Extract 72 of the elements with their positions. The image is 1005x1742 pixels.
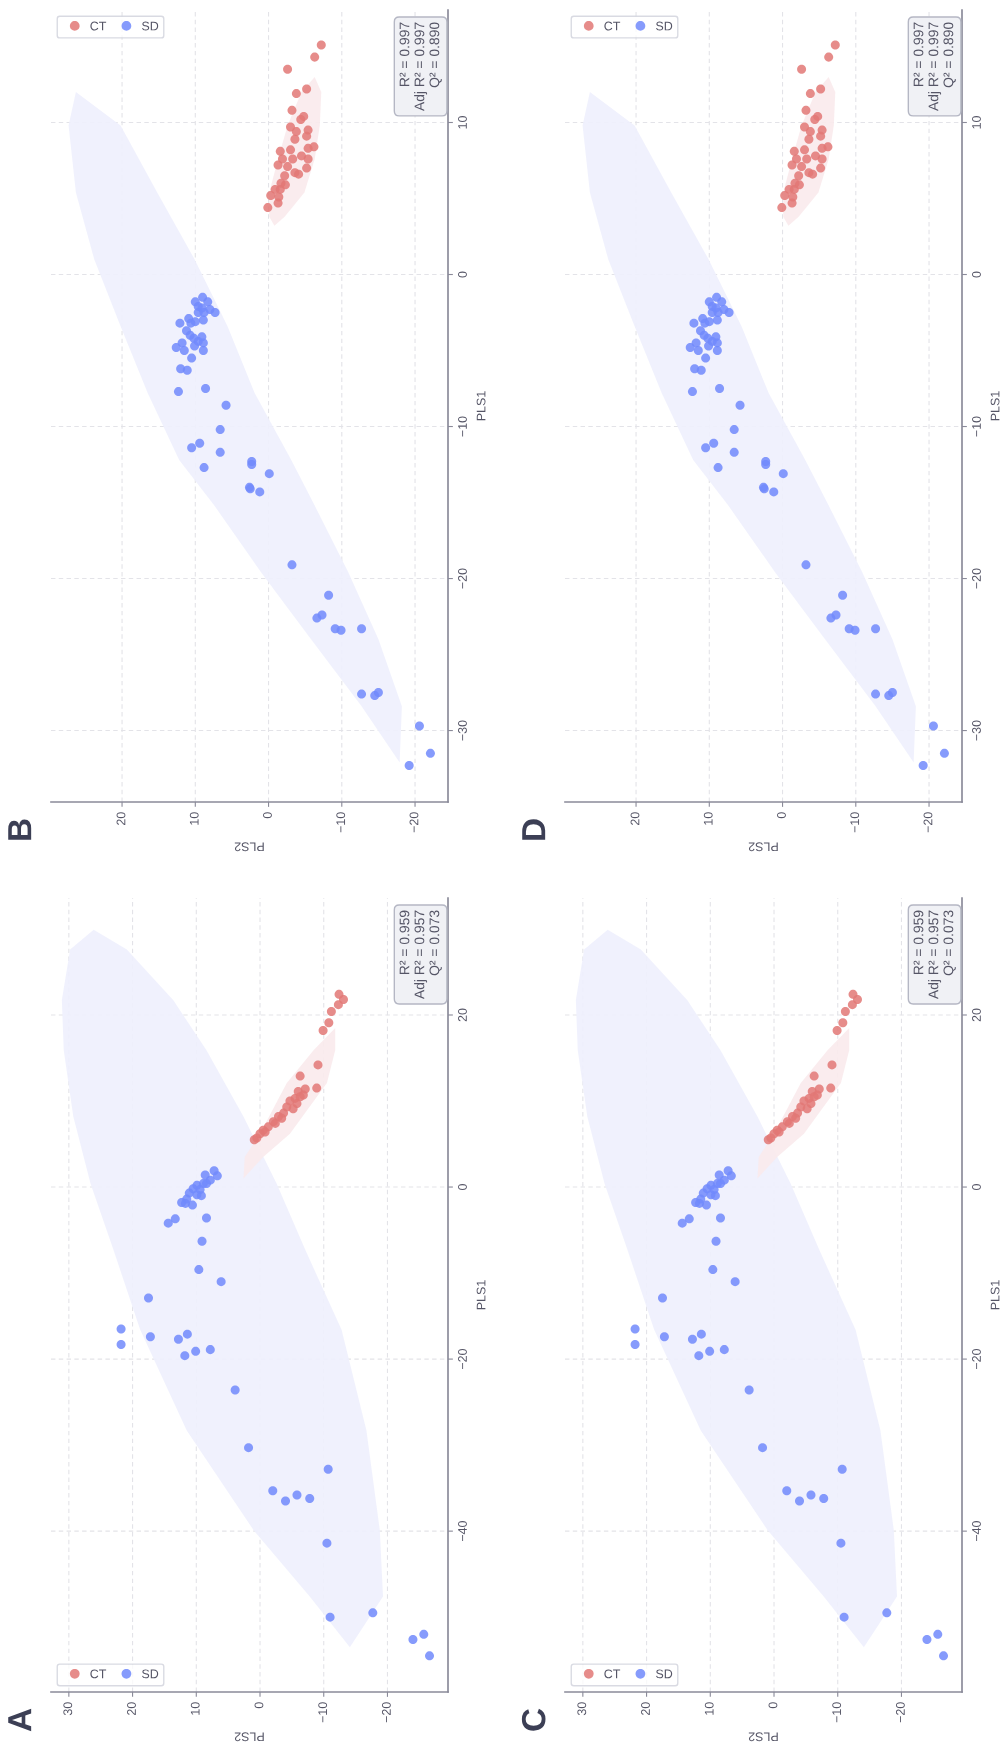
y-tick-label: 0 (972, 1184, 981, 1191)
x-tick-label: −10 (850, 812, 860, 833)
y-tick-label: −20 (458, 1348, 467, 1370)
annotation: R² = 0.997 (399, 22, 410, 86)
x-tick-label: −20 (895, 1702, 905, 1723)
x-tick-label: 10 (189, 812, 199, 825)
legend-label: SD (141, 21, 159, 31)
legend-label: CT (604, 1669, 621, 1679)
annotation: Adj R² = 0.997 (414, 22, 428, 112)
x-tick-label: −10 (318, 1702, 328, 1723)
x-tick-label: 10 (703, 812, 713, 825)
x-axis-title: PLS2 (234, 1732, 264, 1742)
y-tick-label: 10 (972, 116, 981, 129)
y-tick-label: −30 (972, 720, 981, 741)
x-tick-label: 20 (127, 1702, 136, 1715)
legend-label: CT (90, 1669, 107, 1679)
annotation: Adj R² = 0.997 (928, 22, 942, 112)
x-tick-label: 20 (630, 812, 640, 825)
annotation: R² = 0.959 (399, 910, 410, 975)
x-axis-title: PLS2 (748, 842, 778, 852)
y-tick-label: 0 (972, 271, 981, 278)
x-tick-label: −20 (409, 812, 419, 833)
legend-label: SD (655, 1669, 673, 1679)
y-tick-label: −30 (458, 720, 467, 741)
y-tick-label: 0 (458, 271, 467, 278)
y-tick-label: 20 (458, 1008, 467, 1022)
x-tick-label: −10 (336, 812, 346, 833)
text: C (521, 1708, 546, 1731)
x-tick-label: 0 (254, 1702, 264, 1709)
y-tick-label: −20 (458, 568, 467, 589)
x-axis-title: PLS2 (234, 842, 264, 852)
text: B (8, 819, 32, 840)
x-axis-title: PLS2 (748, 1732, 778, 1742)
y-axis-title: PLS1 (476, 391, 486, 421)
y-tick-label: −10 (972, 416, 981, 437)
x-tick-label: 10 (704, 1702, 714, 1715)
x-tick-label: −20 (381, 1702, 391, 1723)
x-tick-label: 0 (768, 1702, 778, 1709)
x-tick-label: 0 (777, 812, 786, 819)
annotation: Q² = 0.890 (429, 22, 442, 88)
y-tick-label: −20 (972, 568, 981, 589)
legend-label: CT (604, 21, 621, 31)
x-tick-label: 30 (63, 1702, 73, 1716)
legend-label: SD (655, 21, 673, 31)
x-tick-label: −10 (832, 1702, 842, 1723)
text: D (522, 819, 546, 840)
text: A (8, 1708, 32, 1732)
y-tick-label: −20 (972, 1348, 981, 1370)
x-tick-label: 20 (116, 812, 126, 825)
annotation: R² = 0.997 (913, 22, 924, 86)
annotation: R² = 0.959 (913, 910, 924, 975)
y-axis-title: PLS1 (476, 1280, 486, 1310)
x-tick-label: −20 (923, 812, 933, 833)
x-tick-label: 20 (641, 1702, 650, 1715)
annotation: Adj R² = 0.957 (414, 910, 428, 1000)
y-axis-title: PLS1 (990, 1280, 1000, 1310)
y-tick-label: −40 (458, 1521, 467, 1542)
y-tick-label: 20 (972, 1008, 981, 1022)
y-tick-label: −10 (458, 416, 467, 437)
annotation: Q² = 0.890 (943, 22, 956, 88)
legend-label: CT (90, 21, 107, 31)
x-tick-label: 30 (577, 1702, 587, 1716)
annotation: Q² = 0.073 (943, 910, 956, 976)
annotation: Adj R² = 0.957 (928, 910, 942, 1000)
y-tick-label: −40 (972, 1521, 981, 1542)
y-tick-label: 0 (458, 1184, 467, 1191)
x-tick-label: 0 (263, 812, 272, 819)
y-tick-label: 10 (458, 116, 467, 129)
x-tick-label: 10 (190, 1702, 200, 1715)
annotation: Q² = 0.073 (429, 910, 442, 976)
legend-label: SD (141, 1669, 159, 1679)
y-axis-title: PLS1 (990, 391, 1000, 421)
